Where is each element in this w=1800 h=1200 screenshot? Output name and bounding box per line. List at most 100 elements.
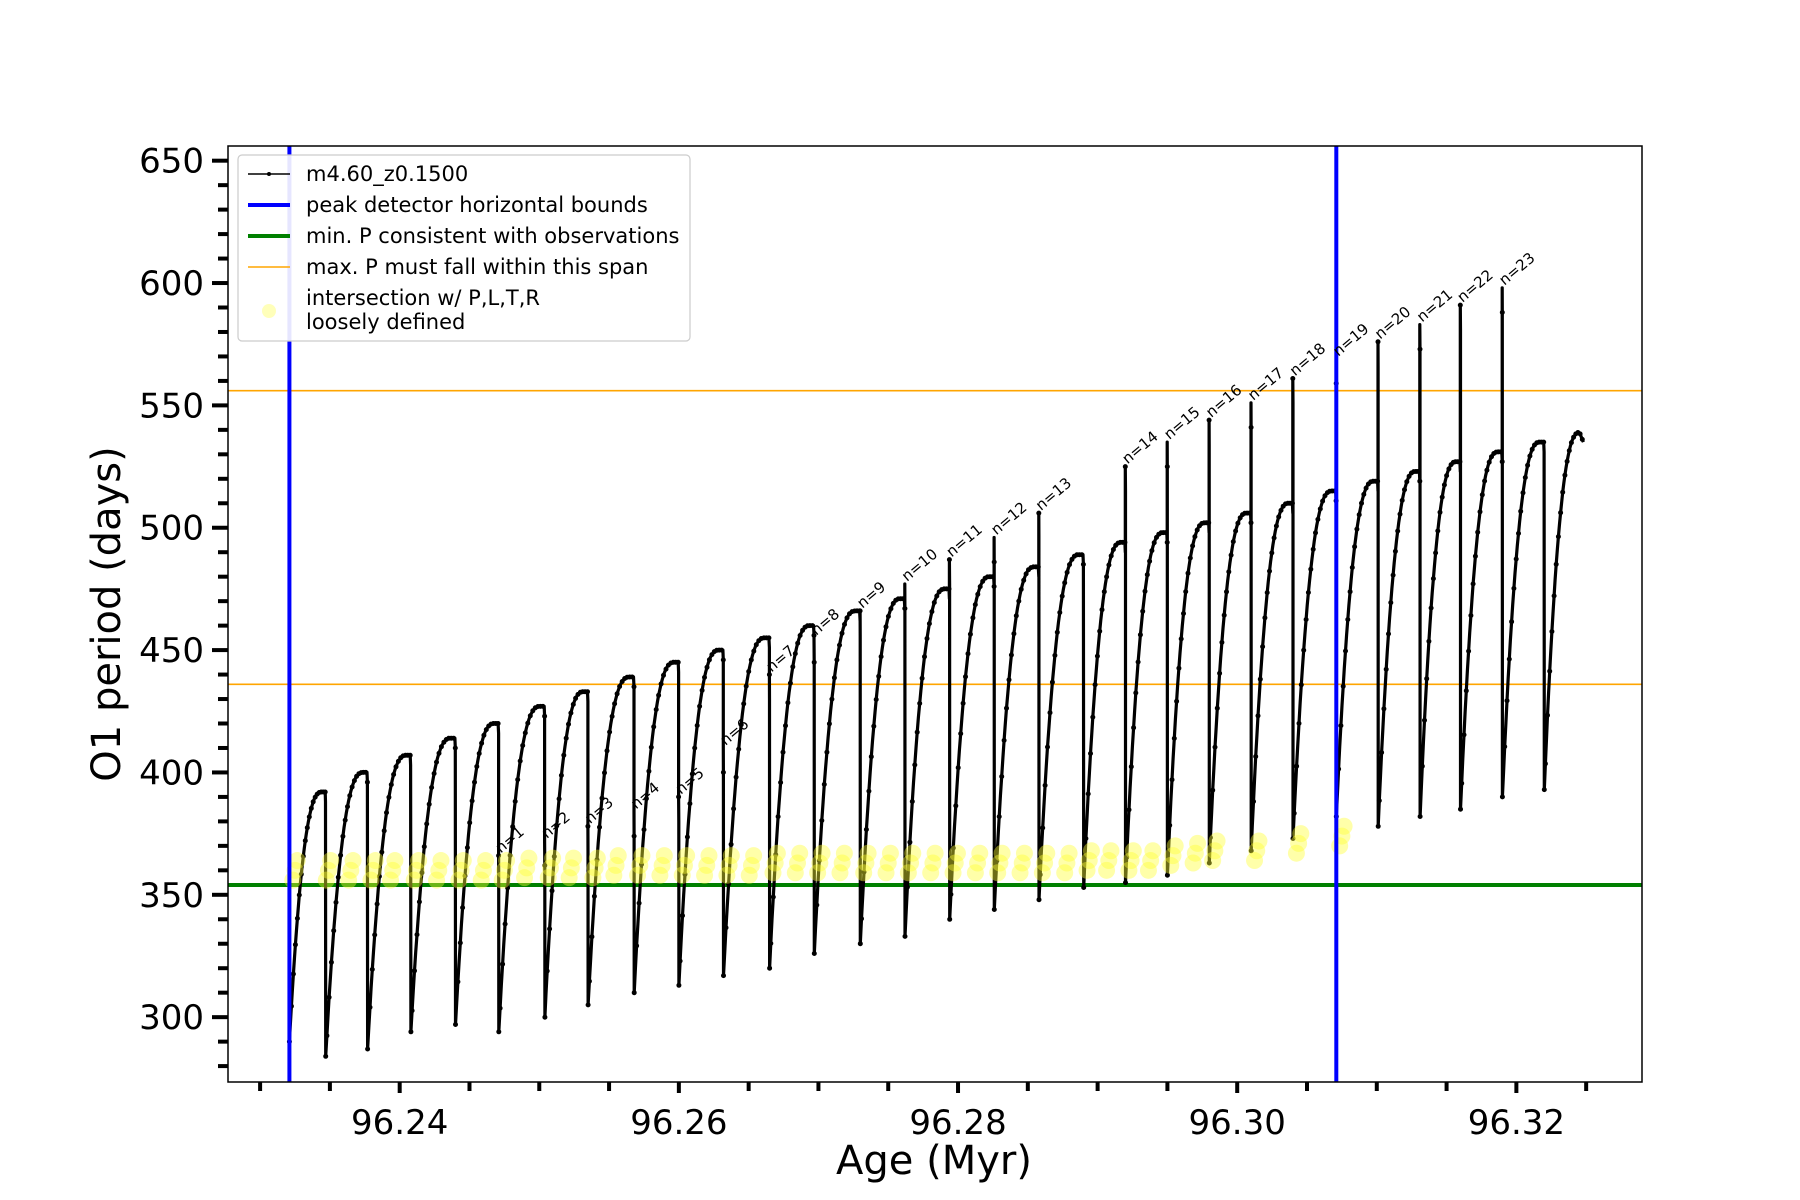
intersection-point [655, 847, 673, 865]
intersection-point [1122, 852, 1140, 870]
intersection-point [474, 861, 492, 879]
intersection-point [1082, 842, 1100, 860]
intersection-point [1060, 844, 1078, 862]
intersection-point [382, 871, 400, 889]
legend-box [237, 154, 691, 342]
intersection-point [740, 866, 758, 884]
intersection-point [926, 844, 944, 862]
intersection-point [899, 864, 917, 882]
y-tick-label: 500 [139, 509, 204, 549]
intersection-point [1100, 852, 1118, 870]
intersection-point [1144, 842, 1162, 860]
intersection-point [698, 856, 716, 874]
intersection-point [1250, 832, 1268, 850]
legend-entry-max-period: max. P must fall within this span [248, 255, 648, 279]
intersection-point [633, 847, 651, 865]
intersection-point [386, 852, 404, 870]
intersection-point [835, 844, 853, 862]
intersection-point [1204, 852, 1222, 870]
intersection-points [284, 817, 1353, 889]
intersection-point [410, 852, 428, 870]
intersection-point [904, 844, 922, 862]
intersection-point [432, 852, 450, 870]
intersection-point [991, 854, 1009, 872]
legend-label-bounds: peak detector horizontal bounds [306, 193, 648, 217]
y-tick-label: 650 [139, 142, 204, 182]
intersection-point [452, 861, 470, 879]
intersection-point [1162, 856, 1180, 874]
intersection-point [993, 844, 1011, 862]
intersection-point [857, 854, 875, 872]
intersection-point [362, 871, 380, 889]
intersection-point [454, 852, 472, 870]
intersection-point [653, 856, 671, 874]
intersection-point [1102, 842, 1120, 860]
intersection-point [1292, 825, 1310, 843]
intersection-point [766, 854, 784, 872]
intersection-point [833, 854, 851, 872]
intersection-point [584, 869, 602, 887]
intersection-point [609, 847, 627, 865]
intersection-point [859, 844, 877, 862]
intersection-point [673, 866, 691, 884]
y-tick-label: 300 [139, 998, 204, 1038]
x-axis-label: Age (Myr) [836, 1138, 1032, 1184]
intersection-point [1206, 842, 1224, 860]
intersection-point [631, 856, 649, 874]
intersection-point [288, 852, 306, 870]
intersection-point [1287, 844, 1305, 862]
intersection-point [989, 864, 1007, 882]
legend-label-model: m4.60_z0.1500 [306, 162, 468, 187]
y-tick-label: 450 [139, 631, 204, 671]
x-tick-label: 96.28 [909, 1103, 1006, 1143]
intersection-point [477, 852, 495, 870]
intersection-point [450, 871, 468, 889]
intersection-point [629, 866, 647, 884]
intersection-point [764, 864, 782, 882]
x-tick-label: 96.24 [351, 1103, 448, 1143]
intersection-point [1036, 854, 1054, 872]
legend-swatch-intersection [262, 304, 276, 318]
intersection-point [366, 852, 384, 870]
plot-frame [227, 145, 1643, 1083]
x-tick-label: 96.26 [630, 1103, 727, 1143]
intersection-point [718, 866, 736, 884]
intersection-point [340, 871, 358, 889]
legend-entry-bounds: peak detector horizontal bounds [248, 193, 648, 217]
intersection-point [969, 854, 987, 872]
intersection-point [588, 849, 606, 867]
intersection-point [944, 864, 962, 882]
intersection-point [1189, 834, 1207, 852]
y-tick-label: 600 [139, 264, 204, 304]
intersection-point [1056, 864, 1074, 882]
intersection-point [565, 849, 583, 867]
legend-label-max-period: max. P must fall within this span [306, 255, 648, 279]
legend-label-intersection-2: loosely defined [306, 310, 465, 334]
intersection-point [813, 844, 831, 862]
intersection-point [1142, 852, 1160, 870]
intersection-point [922, 864, 940, 882]
intersection-point [1058, 854, 1076, 872]
legend: m4.60_z0.1500 peak detector horizontal b… [237, 154, 691, 342]
intersection-point [678, 847, 696, 865]
intersection-point [495, 861, 513, 879]
intersection-point [428, 871, 446, 889]
intersection-point [855, 864, 873, 882]
intersection-point [472, 871, 490, 889]
legend-entry-min-period: min. P consistent with observations [248, 224, 679, 248]
intersection-point [520, 849, 538, 867]
intersection-point [1038, 844, 1056, 862]
intersection-point [1120, 861, 1138, 879]
intersection-point [342, 861, 360, 879]
x-tick-label: 96.30 [1189, 1103, 1286, 1143]
intersection-point [877, 864, 895, 882]
intersection-point [407, 861, 425, 879]
intersection-point [1098, 861, 1116, 879]
intersection-point [809, 864, 827, 882]
legend-entry-model: m4.60_z0.1500 [248, 162, 468, 187]
intersection-point [811, 854, 829, 872]
intersection-point [322, 852, 340, 870]
intersection-point [539, 869, 557, 887]
intersection-point [1248, 842, 1266, 860]
